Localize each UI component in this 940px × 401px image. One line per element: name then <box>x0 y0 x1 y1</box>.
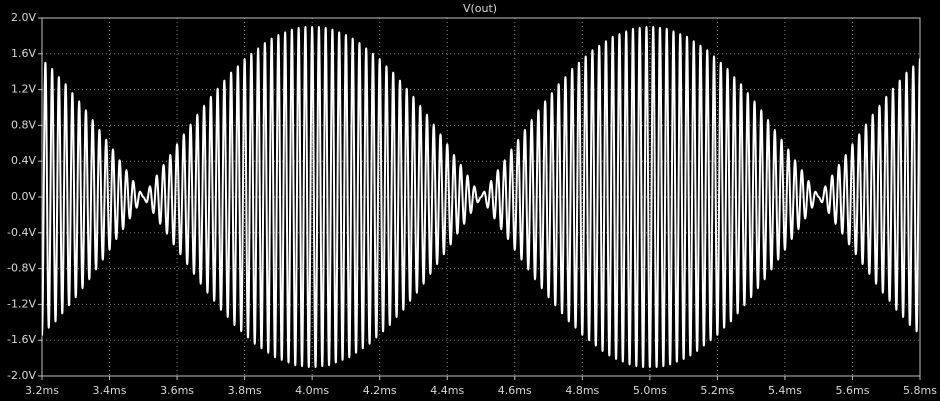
y-tick-label: 1.2V <box>11 83 36 96</box>
y-tick-label: 0.0V <box>11 190 36 203</box>
x-tick-label: 5.0ms <box>633 384 667 397</box>
x-tick-label: 3.8ms <box>228 384 262 397</box>
y-tick-label: 0.8V <box>11 118 36 131</box>
x-tick-label: 4.0ms <box>295 384 329 397</box>
y-tick-label: 0.4V <box>11 154 36 167</box>
y-tick-label: -0.4V <box>7 226 36 239</box>
plot-frame <box>41 17 921 377</box>
x-tick-label: 5.4ms <box>768 384 802 397</box>
y-tick-label: 2.0V <box>11 11 36 24</box>
x-tick-label: 4.4ms <box>430 384 464 397</box>
x-tick-label: 3.4ms <box>93 384 127 397</box>
x-tick-label: 5.6ms <box>835 384 869 397</box>
x-tick-label: 4.6ms <box>498 384 532 397</box>
y-tick-label: 1.6V <box>11 47 36 60</box>
x-tick-label: 4.2ms <box>363 384 397 397</box>
y-tick-label: -2.0V <box>7 369 36 382</box>
x-tick-label: 3.2ms <box>25 384 59 397</box>
y-tick-label: -1.6V <box>7 333 36 346</box>
x-tick-label: 5.8ms <box>903 384 937 397</box>
x-tick-label: 3.6ms <box>160 384 194 397</box>
x-tick-label: 5.2ms <box>700 384 734 397</box>
chart-title: V(out) <box>463 2 497 15</box>
y-tick-label: -0.8V <box>7 262 36 275</box>
x-tick-label: 4.8ms <box>565 384 599 397</box>
y-tick-label: -1.2V <box>7 297 36 310</box>
trace <box>42 25 920 369</box>
